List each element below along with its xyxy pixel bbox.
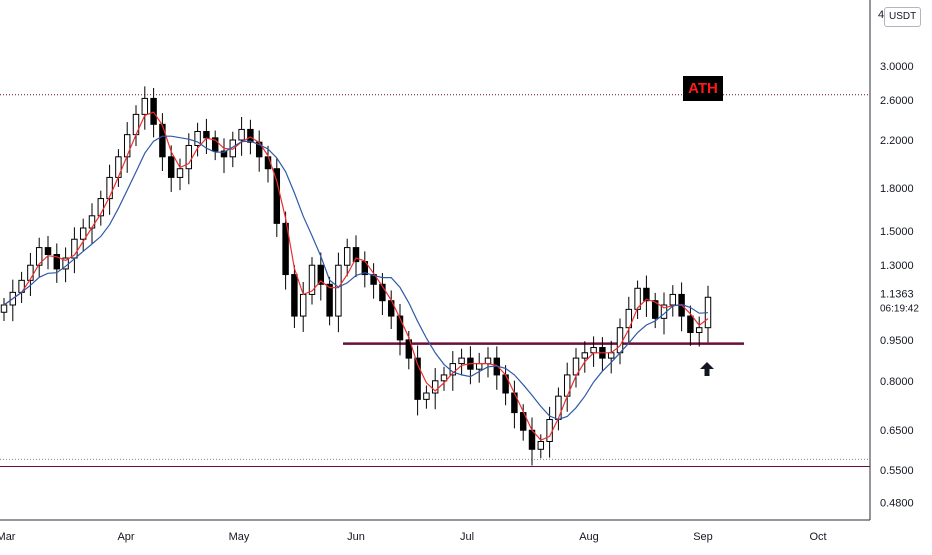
candle-body: [79, 227, 87, 240]
candle-body: [282, 222, 289, 276]
candle-body: [405, 339, 413, 359]
candle-body: [123, 134, 131, 158]
price-tick-label: 0.4800: [880, 497, 914, 509]
candle-body: [317, 264, 325, 285]
price-tick-cut: 4: [878, 9, 885, 21]
candle-body: [687, 315, 694, 333]
candle-body: [335, 264, 342, 317]
time-tick-label: Jun: [347, 531, 365, 543]
candle-body: [414, 357, 421, 400]
candle-body: [546, 418, 553, 442]
up-arrow-icon: [700, 362, 714, 376]
candle-body: [35, 247, 43, 266]
candle-body: [643, 287, 650, 302]
candle-body: [106, 176, 113, 200]
candle-body: [695, 327, 703, 333]
time-tick-label: Mar: [0, 531, 16, 543]
candle-body: [115, 156, 122, 178]
candle-body: [167, 156, 175, 178]
candle-body: [273, 168, 281, 224]
candle-body: [431, 380, 439, 394]
candle-body: [44, 247, 52, 255]
slow-moving-average: [3, 135, 709, 421]
fast-moving-average: [3, 111, 709, 441]
candle-body: [581, 352, 589, 359]
candle-body: [458, 357, 465, 365]
time-tick-label: Aug: [579, 531, 599, 543]
candle-body: [396, 315, 404, 341]
candle-body: [291, 274, 298, 317]
candle-body: [211, 137, 219, 152]
candle-body: [352, 247, 360, 263]
time-tick-label: May: [229, 531, 250, 543]
price-tick-label: 0.5500: [880, 465, 914, 477]
candle-body: [88, 215, 96, 229]
countdown-label: 06:19:42: [880, 303, 919, 314]
candle-body: [247, 128, 254, 143]
price-tick-label: 1.8000: [880, 183, 914, 195]
candle-body: [537, 440, 545, 450]
candle-body: [141, 97, 149, 115]
candle-body: [150, 97, 157, 125]
candle-body: [379, 283, 386, 302]
price-tick-label: 0.8000: [880, 376, 914, 388]
price-tick-label: 0.9500: [880, 335, 914, 347]
candle-body: [238, 128, 245, 141]
ath-label: ATH: [683, 76, 723, 101]
price-tick-label: 0.6500: [880, 425, 914, 437]
price-tick-label: 2.6000: [880, 95, 914, 107]
candle-body: [625, 308, 633, 329]
candle-body: [370, 274, 377, 285]
candle-body: [343, 247, 351, 266]
candle-body: [651, 300, 659, 319]
candle-body: [326, 283, 333, 317]
candle-body: [194, 130, 201, 146]
candle-body: [0, 304, 8, 313]
candle-body: [27, 264, 34, 281]
candle-body: [607, 352, 615, 359]
candle-body: [669, 293, 677, 306]
time-tick-label: Oct: [809, 531, 826, 543]
candle-body: [555, 395, 562, 420]
last-price-label: 1.1363: [880, 288, 914, 300]
price-tick-label: 1.3000: [880, 260, 914, 272]
candle-body: [203, 130, 210, 139]
candle-body: [590, 347, 597, 354]
price-tick-label: 3.0000: [880, 61, 914, 73]
price-tick-label: 2.2000: [880, 135, 914, 147]
currency-badge[interactable]: USDT: [884, 7, 922, 27]
price-tick-label: 1.5000: [880, 226, 914, 238]
candle-body: [423, 392, 430, 400]
candle-body: [308, 264, 316, 295]
time-tick-label: Apr: [117, 531, 134, 543]
candle-body: [185, 144, 193, 170]
candle-body: [176, 168, 184, 178]
time-tick-label: Sep: [693, 531, 713, 543]
candle-body: [299, 293, 307, 317]
candle-body: [616, 327, 624, 354]
candle-body: [97, 198, 105, 217]
candle-body: [484, 357, 492, 365]
candle-body: [220, 150, 228, 158]
candle-body: [53, 253, 61, 270]
candle-body: [475, 363, 483, 370]
candle-body: [440, 374, 448, 382]
time-tick-label: Jul: [460, 531, 474, 543]
